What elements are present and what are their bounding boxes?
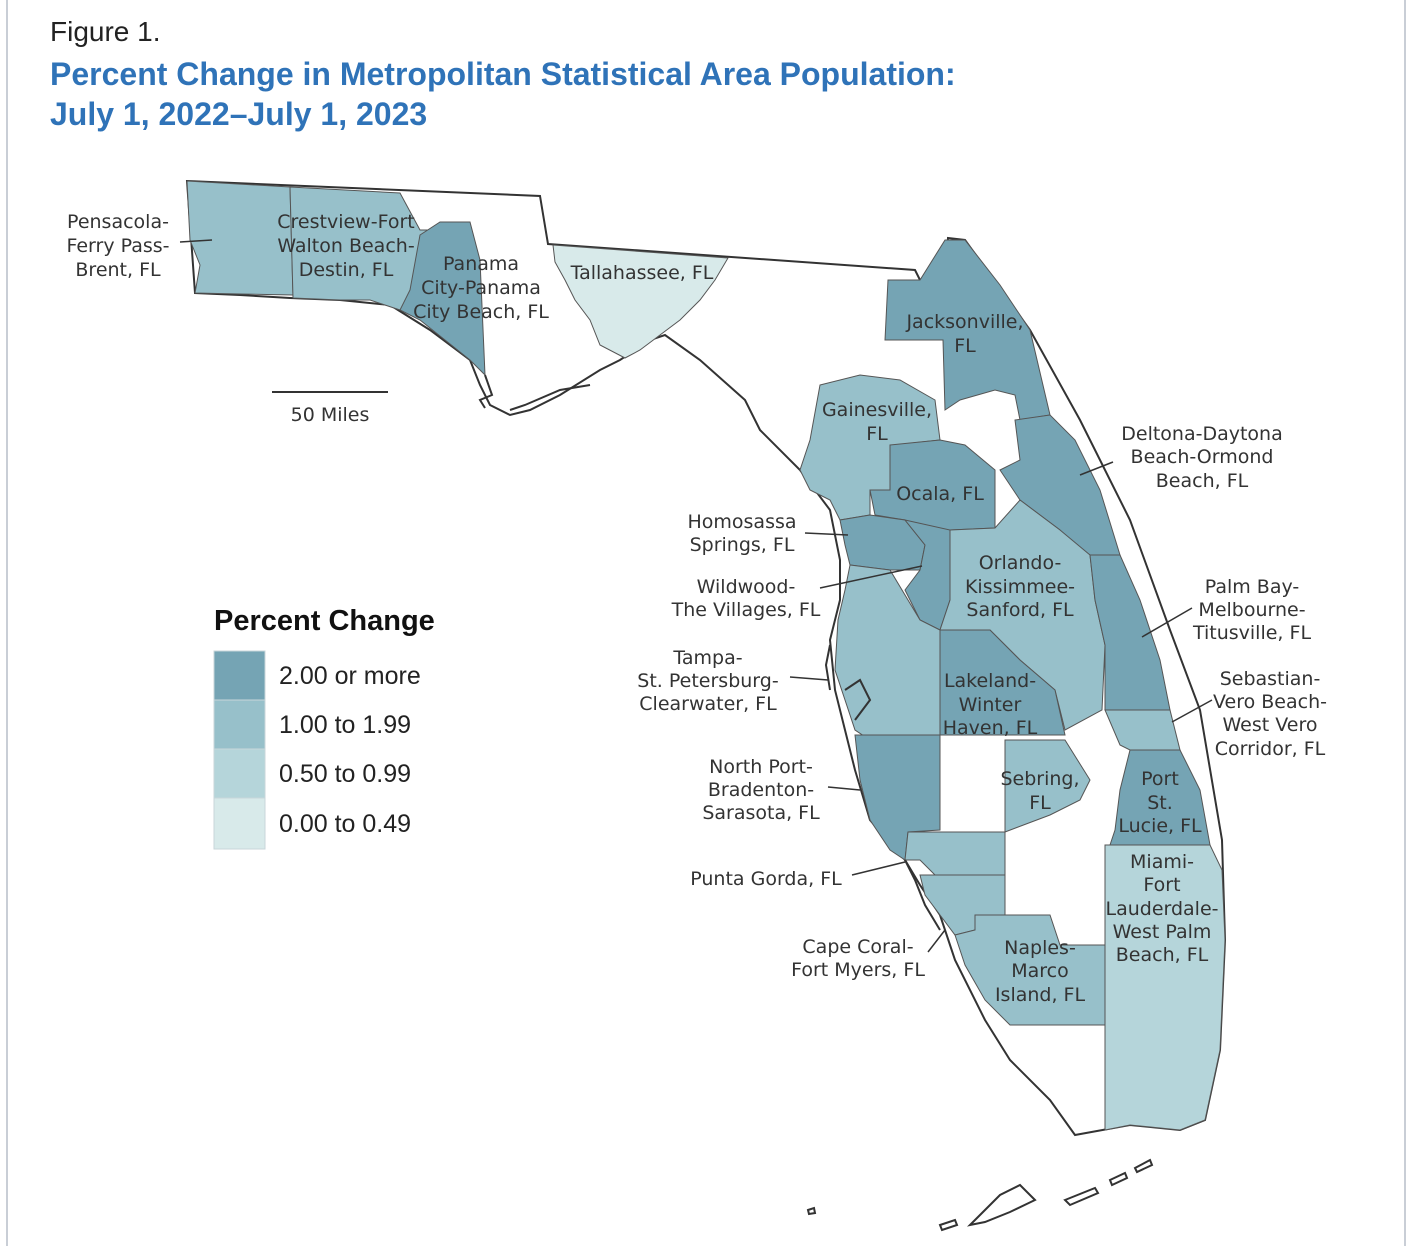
label-punta-gorda: Punta Gorda, FL xyxy=(690,868,842,890)
legend-label-3: 0.00 to 0.49 xyxy=(279,810,411,838)
legend-swatch-2 xyxy=(213,748,266,799)
legend-swatch-3 xyxy=(213,797,266,850)
region-naples xyxy=(954,914,1106,1026)
label-panama-city: Panama City-Panama City Beach, FL xyxy=(413,253,549,323)
label-palm-bay: Palm Bay-Melbourne-Titusville, FL xyxy=(1192,576,1311,644)
legend-label-2: 0.50 to 0.99 xyxy=(279,760,411,788)
region-jacksonville xyxy=(884,239,1051,421)
region-labels: Pensacola-Ferry Pass-Brent, FL Crestview… xyxy=(66,211,1327,1006)
figure-frame xyxy=(6,0,1406,1246)
label-homosassa: Homosassa Springs, FL xyxy=(687,511,796,556)
label-tallahassee: Tallahassee, FL xyxy=(570,262,714,284)
label-cape-coral: Cape Coral-Fort Myers, FL xyxy=(791,936,925,981)
label-orlando: Orlando-Kissimmee-Sanford, FL xyxy=(965,552,1075,621)
legend-swatch-0 xyxy=(213,650,266,701)
label-port-st-lucie: Port St. Lucie, FL xyxy=(1118,768,1202,837)
label-north-port: North Port-Bradenton-Sarasota, FL xyxy=(702,756,820,824)
label-lakeland: Lakeland-Winter Haven, FL xyxy=(943,670,1038,739)
label-tampa: Tampa-St. Petersburg-Clearwater, FL xyxy=(637,647,778,715)
region-miami xyxy=(1104,844,1226,1131)
coastline-detail xyxy=(478,374,941,931)
figure-title-line-1: Percent Change in Metropolitan Statistic… xyxy=(50,56,956,92)
leader-lines xyxy=(179,239,1213,953)
legend: Percent Change 2.00 or more 1.00 to 1.99… xyxy=(213,605,435,850)
label-wildwood: Wildwood-The Villages, FL xyxy=(671,576,821,621)
legend-label-1: 1.00 to 1.99 xyxy=(279,711,411,739)
region-tallahassee xyxy=(552,244,729,359)
florida-keys xyxy=(806,1158,1154,1232)
label-crestview: Crestview-Fort Walton Beach-Destin, FL xyxy=(277,211,414,281)
label-naples: Naples-Marco Island, FL xyxy=(995,937,1086,1006)
label-pensacola: Pensacola-Ferry Pass-Brent, FL xyxy=(66,211,169,281)
legend-swatch-1 xyxy=(213,699,266,750)
figure-label: Figure 1. xyxy=(50,16,161,47)
scale-bar-label: 50 Miles xyxy=(291,404,370,426)
figure-title-line-2: July 1, 2022–July 1, 2023 xyxy=(50,96,428,132)
label-sebastian: Sebastian-Vero Beach-West Vero Corridor, … xyxy=(1213,668,1327,760)
label-jacksonville: Jacksonville, FL xyxy=(905,311,1023,357)
legend-title: Percent Change xyxy=(214,605,435,637)
label-miami: Miami-Fort Lauderdale-West Palm Beach, FL xyxy=(1105,851,1218,966)
label-gainesville: Gainesville, FL xyxy=(822,399,932,445)
label-ocala: Ocala, FL xyxy=(896,483,984,505)
label-sebring: Sebring, FL xyxy=(1000,768,1079,814)
region-panama-city xyxy=(399,221,486,377)
figure-title: Percent Change in Metropolitan Statistic… xyxy=(50,54,956,134)
legend-label-0: 2.00 or more xyxy=(279,662,421,690)
label-deltona: Deltona-Daytona Beach-Ormond Beach, FL xyxy=(1121,423,1283,492)
